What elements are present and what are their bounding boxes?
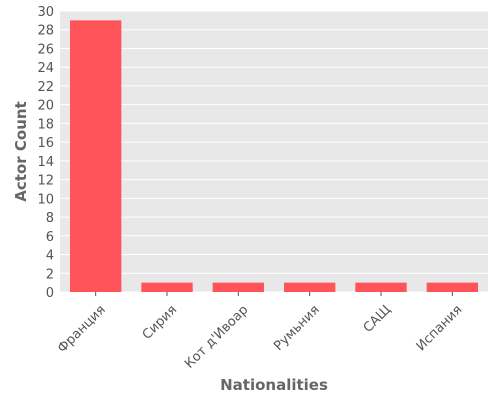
bar bbox=[69, 20, 122, 292]
y-tick-label: 8 bbox=[46, 211, 54, 226]
y-tick-label: 6 bbox=[46, 230, 54, 245]
y-tick-label: 20 bbox=[37, 99, 54, 114]
y-tick-label: 10 bbox=[37, 192, 54, 207]
grid-lines bbox=[60, 10, 488, 293]
bar bbox=[212, 282, 265, 292]
y-tick-label: 2 bbox=[46, 267, 54, 282]
x-tick-label: Румьния bbox=[271, 302, 322, 353]
bars bbox=[69, 20, 479, 292]
y-tick-label: 16 bbox=[37, 136, 54, 151]
y-axis-title: Actor Count bbox=[12, 101, 30, 201]
y-tick-label: 14 bbox=[37, 155, 54, 170]
y-tick-label: 24 bbox=[37, 61, 54, 76]
x-tick-label: Франция bbox=[55, 302, 109, 356]
y-tick-label: 4 bbox=[46, 249, 54, 264]
bar bbox=[141, 282, 193, 292]
bar bbox=[283, 282, 336, 292]
y-tick-label: 30 bbox=[37, 5, 54, 20]
y-tick-label: 0 bbox=[46, 286, 54, 301]
bar bbox=[426, 282, 479, 292]
x-tick-label: Сирия bbox=[140, 302, 180, 342]
x-tick-label: САЩ bbox=[361, 302, 394, 335]
y-tick-label: 12 bbox=[37, 174, 54, 189]
y-tick-label: 22 bbox=[37, 80, 54, 95]
y-tick-label: 28 bbox=[37, 24, 54, 39]
x-tick-label: Испания bbox=[414, 302, 466, 354]
y-tick-label: 26 bbox=[37, 42, 54, 57]
plot-area bbox=[60, 11, 488, 292]
bar bbox=[355, 282, 407, 292]
y-tick-label: 18 bbox=[37, 117, 54, 132]
x-axis-title: Nationalities bbox=[220, 376, 328, 394]
x-tick-label: Кот д'Ивоар bbox=[182, 302, 251, 371]
x-tick-labels: Франция Сирия Кот д'Ивоар Румьния САЩ Испания bbox=[55, 292, 465, 372]
